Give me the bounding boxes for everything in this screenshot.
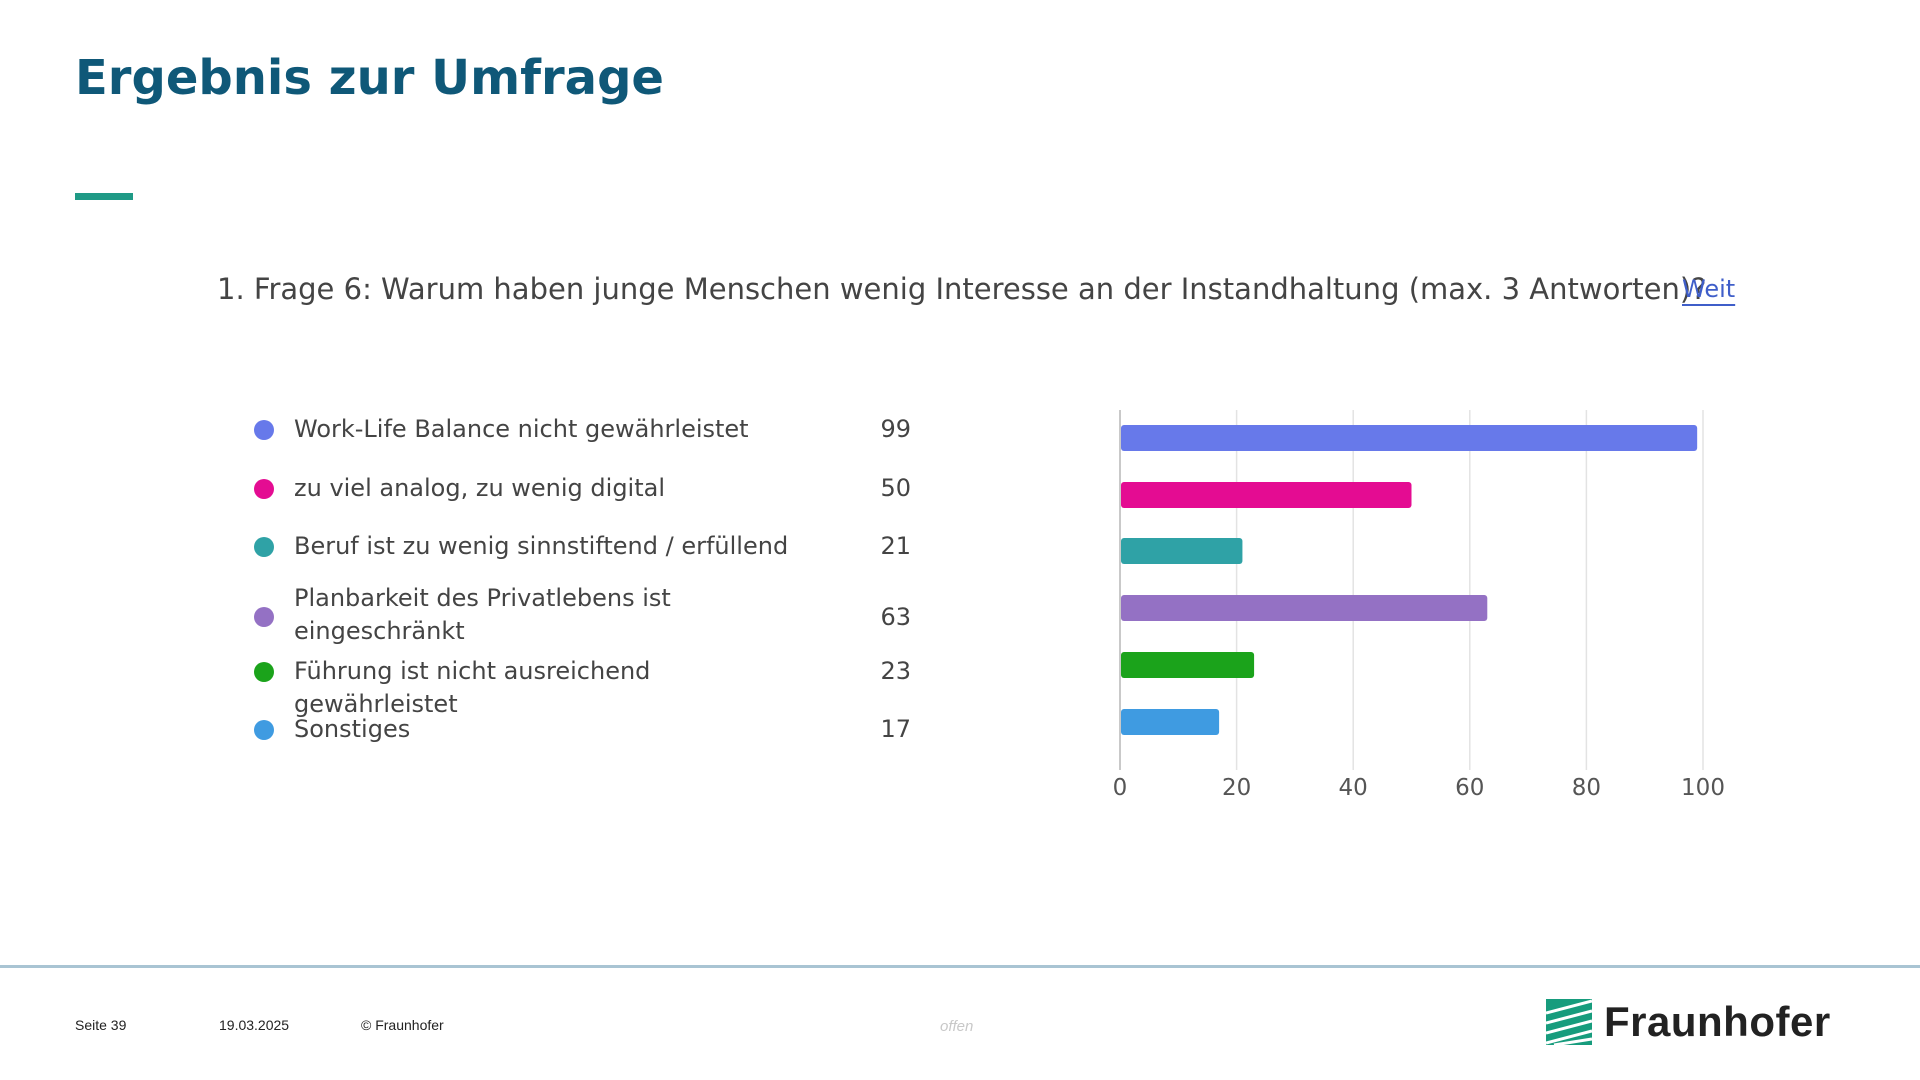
legend-value: 99 [880, 415, 911, 443]
legend-label: Sonstiges [294, 715, 411, 743]
legend-label: Work-Life Balance nicht gewährleistet [294, 415, 749, 443]
footer-divider [0, 965, 1920, 968]
bar [1121, 538, 1243, 564]
bar [1121, 425, 1698, 451]
legend-value: 23 [880, 657, 911, 685]
bar [1121, 652, 1255, 678]
x-tick-label: 0 [1113, 775, 1128, 801]
legend-item: Führung ist nicht ausreichend gewährleis… [245, 652, 911, 718]
legend-value: 50 [880, 474, 911, 502]
legend-value: 17 [880, 715, 911, 743]
legend-dot [254, 662, 274, 682]
legend-label: Planbarkeit des Privatlebens ist eingesc… [294, 584, 671, 645]
slide-title: Ergebnis zur Umfrage [75, 50, 664, 106]
legend-value: 21 [880, 532, 911, 560]
legend-item: zu viel analog, zu wenig digital 50 [245, 469, 911, 509]
legend-label: Beruf ist zu wenig sinnstiftend / erfüll… [294, 532, 789, 560]
legend-dot [254, 537, 274, 557]
legend-label: Führung ist nicht ausreichend gewährleis… [294, 657, 651, 718]
bar [1121, 709, 1220, 735]
legend-label: zu viel analog, zu wenig digital [294, 474, 666, 502]
x-tick-label: 60 [1455, 775, 1484, 801]
legend-item: Planbarkeit des Privatlebens ist eingesc… [245, 582, 911, 652]
fraunhofer-logo-icon [1546, 999, 1592, 1045]
logo-text: Fraunhofer [1604, 998, 1831, 1045]
legend-dot [254, 607, 274, 627]
footer-date: 19.03.2025 [219, 1017, 290, 1033]
legend-item: Beruf ist zu wenig sinnstiftend / erfüll… [245, 527, 911, 567]
fraunhofer-logo: Fraunhofer [1546, 998, 1831, 1046]
x-tick-label: 80 [1572, 775, 1601, 801]
legend-dot [254, 720, 274, 740]
classification-label: offen [940, 1018, 974, 1035]
weit-link[interactable]: Weit [1682, 275, 1736, 303]
legend-item: Sonstiges 17 [245, 710, 911, 750]
legend-item: Work-Life Balance nicht gewährleistet 99 [245, 410, 911, 450]
title-accent-bar [75, 193, 133, 200]
footer-copyright: © Fraunhofer [361, 1017, 444, 1033]
question-text: 1. Frage 6: Warum haben junge Menschen w… [217, 272, 1707, 306]
legend-dot [254, 479, 274, 499]
bar-chart: 0 20 40 60 80 100 [1113, 410, 1725, 801]
x-tick-label: 40 [1339, 775, 1368, 801]
x-tick-label: 100 [1681, 775, 1725, 801]
legend-value: 63 [880, 603, 911, 631]
x-tick-label: 20 [1222, 775, 1251, 801]
bar [1121, 482, 1412, 508]
legend-dot [254, 420, 274, 440]
bar [1121, 595, 1488, 621]
page-number: Seite 39 [75, 1017, 127, 1033]
